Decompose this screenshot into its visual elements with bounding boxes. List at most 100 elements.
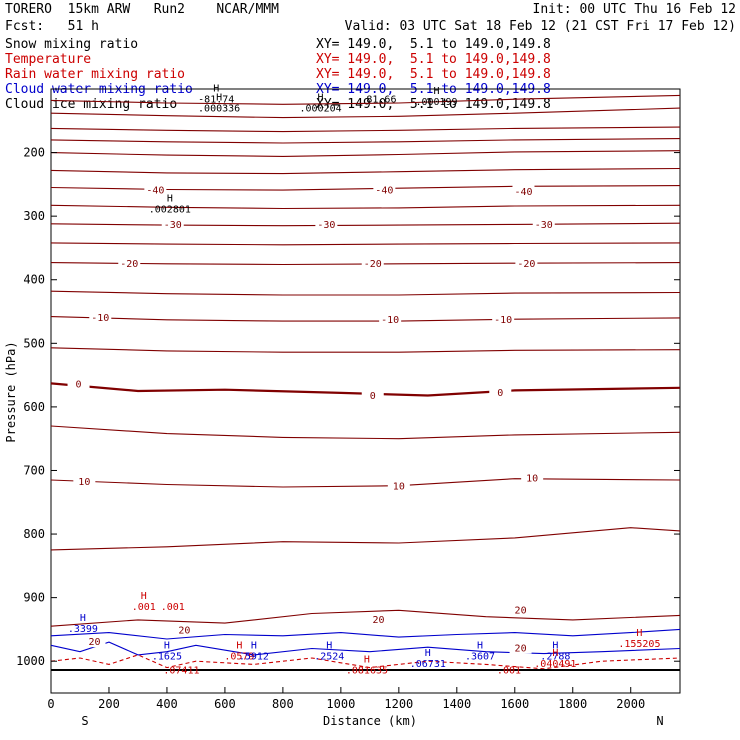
extremum-value: .000336 <box>198 104 240 115</box>
field-cloudice-label: Cloud ice mixing ratio <box>5 97 178 112</box>
extremum-value: .000204 <box>299 104 341 115</box>
field-rain-label: Rain water mixing ratio <box>5 67 186 82</box>
field-rain-xy: XY= 149.0, 5.1 to 149.0,149.8 <box>316 67 551 82</box>
cloud-water-contours <box>50 628 681 656</box>
temperature-contour-label: 10 <box>526 474 538 485</box>
contour-label-bg <box>515 256 538 269</box>
contour-label-bg <box>492 312 515 325</box>
temperature-contour-label: 20 <box>515 605 527 616</box>
contour-line <box>50 167 681 175</box>
extremum-value: .155205 <box>618 639 660 650</box>
temperature-contour-label: 10 <box>78 477 90 488</box>
extremum-value: .3399 <box>68 624 98 635</box>
temperature-contour-label: 0 <box>370 391 376 402</box>
temperature-contour-label: -30 <box>317 220 335 231</box>
x-tick-label: 1000 <box>326 697 355 711</box>
contour-line <box>50 138 681 144</box>
field-temperature-label: Temperature <box>5 52 92 67</box>
x-tick-label: 1400 <box>442 697 471 711</box>
contour-label-bg <box>509 641 532 654</box>
field-cloudice-xy: XY= 149.0, 5.1 to 149.0,149.8 <box>316 97 551 112</box>
y-tick-label: 300 <box>23 209 45 223</box>
contour-label-bg <box>387 479 410 492</box>
extremum-marker: H <box>236 641 242 652</box>
extremum-marker: H <box>477 641 483 652</box>
y-tick-label: 800 <box>23 527 45 541</box>
temperature-contour-label: 0 <box>497 388 503 399</box>
contour-line <box>50 316 681 322</box>
extremum-marker: H <box>164 641 170 652</box>
contour-line <box>50 222 681 227</box>
contour-line <box>50 654 681 670</box>
contour-label-bg <box>512 184 535 197</box>
model-run-title: TORERO 15km ARW Run2 NCAR/MMM <box>5 2 279 17</box>
contour-labels: -40 -40 -40 -30 -30 -30 -20 -20 -20 -10 -10 -10 0 0 0 1… <box>67 84 660 677</box>
extremum-value: .2788 <box>540 652 570 663</box>
x-axis-south-label: S <box>81 714 88 728</box>
contour-line <box>50 126 681 133</box>
field-temperature-xy: XY= 149.0, 5.1 to 149.0,149.8 <box>316 52 551 67</box>
contour-line <box>50 527 681 551</box>
contour-label-bg <box>67 377 90 390</box>
temperature-contour-label: 20 <box>373 615 385 626</box>
extremum-marker: H <box>213 84 219 95</box>
temperature-contour-label: -40 <box>375 186 393 197</box>
temperature-contour-label: -40 <box>514 187 532 198</box>
contour-label-bg <box>73 474 96 487</box>
contour-label-bg <box>532 218 555 231</box>
extremum-value: .001 <box>497 666 521 677</box>
temperature-contour-label: -10 <box>91 313 109 324</box>
extremum-value: 81.66 <box>366 95 396 106</box>
x-tick-label: 800 <box>272 697 294 711</box>
contour-line <box>50 290 681 296</box>
temperature-contour-label: -30 <box>535 220 553 231</box>
extremum-marker: H <box>251 641 257 652</box>
extremum-value: .000199 <box>415 97 457 108</box>
contour-line <box>50 242 681 246</box>
extremum-marker: H <box>167 194 173 205</box>
contour-label-bg <box>161 218 184 231</box>
extremum-marker: H <box>425 648 431 659</box>
x-tick-label: 600 <box>214 697 236 711</box>
field-snow-label: Snow mixing ratio <box>5 37 139 52</box>
temperature-contour-label: -10 <box>381 315 399 326</box>
y-tick-label: 900 <box>23 591 45 605</box>
contour-label-bg <box>118 256 141 269</box>
x-tick-label: 1600 <box>500 697 529 711</box>
temperature-contour-label: -20 <box>364 259 382 270</box>
contour-line <box>50 107 681 119</box>
y-tick-label: 1000 <box>16 654 45 668</box>
contour-line <box>50 382 681 397</box>
temperature-contour-label: 20 <box>178 626 190 637</box>
y-tick-label: 200 <box>23 146 45 160</box>
contour-line <box>50 150 681 157</box>
contour-label-bg <box>89 310 112 323</box>
extremum-marker: H <box>552 641 558 652</box>
extremum-marker: H <box>434 86 440 97</box>
contour-label-bg <box>489 385 512 398</box>
extremum-value: .002801 <box>149 205 191 216</box>
contour-line <box>50 425 681 440</box>
extremum-marker: H <box>318 93 324 104</box>
extremum-value: .2524 <box>314 652 344 663</box>
temperature-contour-label: 10 <box>393 481 405 492</box>
temperature-contour-label: -30 <box>164 220 182 231</box>
contour-label-bg <box>379 312 402 325</box>
temperature-contour-label: -20 <box>517 259 535 270</box>
contour-line <box>50 94 681 105</box>
contour-label-bg <box>173 623 196 636</box>
extremum-value: .5912 <box>239 652 269 663</box>
valid-time: Valid: 03 UTC Sat 18 Feb 12 (21 CST Fri … <box>344 19 736 34</box>
temperature-contour-label: 20 <box>515 643 527 654</box>
extremum-marker: H <box>636 628 642 639</box>
extremum-value: .001 <box>132 602 156 613</box>
contour-label-bg <box>373 183 396 196</box>
extremum-marker: H <box>552 648 558 659</box>
contour-label-bg <box>367 612 390 625</box>
contour-line <box>50 641 681 656</box>
extremum-value: .3607 <box>465 652 495 663</box>
contour-label-bg <box>521 471 544 484</box>
contour-label-bg <box>315 218 338 231</box>
init-time: Init: 00 UTC Thu 16 Feb 12 <box>532 2 737 17</box>
temperature-contour-label: 0 <box>76 380 82 391</box>
